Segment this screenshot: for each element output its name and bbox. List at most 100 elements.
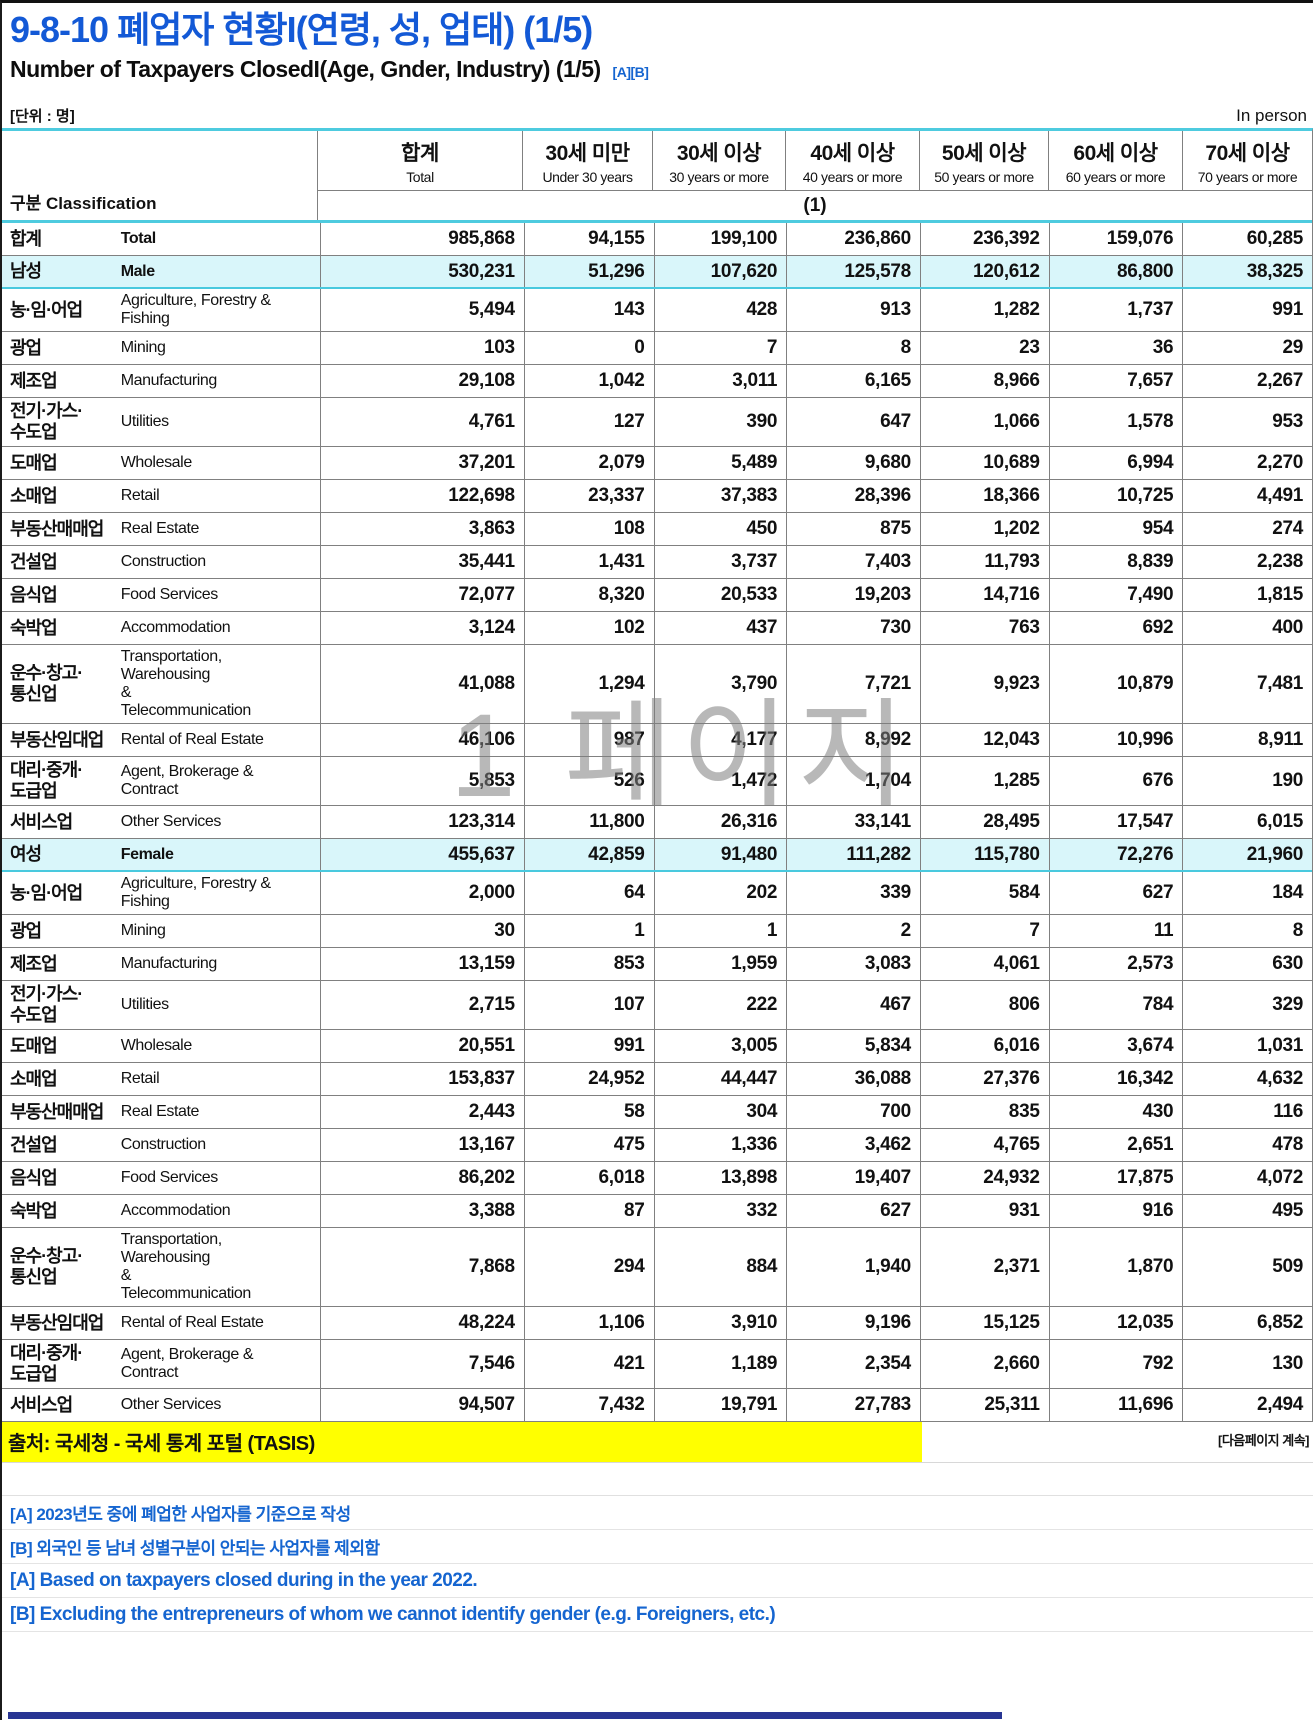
value-cell: 2,267 xyxy=(1182,365,1312,397)
row-label-english: Transportation, Warehousing & Telecommun… xyxy=(120,1231,252,1302)
value-cell: 25,311 xyxy=(919,1389,1049,1421)
row-label-korean: 광업 xyxy=(10,920,42,941)
value-cell: 630 xyxy=(1182,948,1312,980)
row-label-korean: 부동산매매업 xyxy=(10,518,104,539)
value-cell: 8,320 xyxy=(523,579,654,611)
value-cell: 931 xyxy=(919,1195,1049,1227)
row-label-english: Food Services xyxy=(120,1169,218,1186)
value-cell: 13,159 xyxy=(320,948,524,980)
value-cell: 1,202 xyxy=(919,513,1049,545)
row-label-english: Wholesale xyxy=(120,454,193,471)
value-cell: 7,490 xyxy=(1048,579,1183,611)
value-cell: 86,202 xyxy=(320,1162,524,1194)
value-cell: 35,441 xyxy=(320,546,524,578)
value-cell: 42,859 xyxy=(523,839,654,870)
table-row: 건설업 Construction 35,441 1,431 3,737 7,403 11,7… xyxy=(2,546,1312,579)
page-title-korean: 9-8-10 폐업자 현황I(연령, 성, 업태) (1/5) xyxy=(10,9,593,50)
row-label-english: Utilities xyxy=(120,413,169,430)
value-cell: 27,783 xyxy=(786,1389,920,1421)
value-cell: 2,443 xyxy=(320,1096,524,1128)
row-label-korean: 숙박업 xyxy=(10,617,58,638)
value-cell: 12,043 xyxy=(919,724,1049,756)
unit-row: [단위 : 명] In person xyxy=(2,105,1313,128)
value-cell: 1,285 xyxy=(919,757,1049,805)
value-cell: 916 xyxy=(1048,1195,1183,1227)
value-cell: 2,573 xyxy=(1048,948,1183,980)
value-cell: 46,106 xyxy=(320,724,524,756)
row-label-korean: 도매업 xyxy=(10,452,58,473)
value-cell: 8,911 xyxy=(1182,724,1312,756)
value-cell: 27,376 xyxy=(919,1063,1049,1095)
page-title-english: Number of Taxpayers ClosedI(Age, Gnder, … xyxy=(10,56,1313,83)
unit-label-english: In person xyxy=(1236,106,1307,125)
row-label-korean: 농·임·어업 xyxy=(10,299,83,320)
value-cell: 58 xyxy=(523,1096,654,1128)
footnotes: [A] 2023년도 중에 폐업한 사업자를 기준으로 작성 [B] 외국인 등 … xyxy=(2,1496,1313,1632)
value-cell: 2,270 xyxy=(1182,447,1312,479)
column-header-english: 40 years or more xyxy=(802,169,903,185)
column-group-note: (1) xyxy=(803,195,827,216)
value-cell: 430 xyxy=(1048,1096,1183,1128)
value-cell: 7,868 xyxy=(320,1228,524,1306)
value-cell: 199,100 xyxy=(653,223,787,255)
row-label-english: Construction xyxy=(120,1136,206,1153)
value-cell: 9,680 xyxy=(786,447,920,479)
table-row: 광업 Mining 103 0 7 8 23 36 29 xyxy=(2,332,1312,365)
value-cell: 102 xyxy=(523,612,654,644)
value-cell: 985,868 xyxy=(320,223,524,255)
table-body: 합계 Total 985,868 94,155 199,100 236,860 236,39… xyxy=(2,223,1312,1422)
value-cell: 36 xyxy=(1048,332,1183,364)
table-row: 운수·창고· 통신업 Transportation, Warehousing & … xyxy=(2,645,1312,724)
value-cell: 86,800 xyxy=(1048,256,1183,287)
value-cell: 6,165 xyxy=(786,365,920,397)
table-row: 도매업 Wholesale 20,551 991 3,005 5,834 6,016 3,67… xyxy=(2,1030,1312,1063)
value-cell: 2,651 xyxy=(1048,1129,1183,1161)
table-row: 농·임·어업 Agriculture, Forestry & Fishing 5,4… xyxy=(2,289,1312,332)
value-cell: 4,765 xyxy=(919,1129,1049,1161)
value-cell: 143 xyxy=(523,289,654,331)
value-cell: 6,994 xyxy=(1048,447,1183,479)
value-cell: 700 xyxy=(786,1096,920,1128)
value-cell: 91,480 xyxy=(653,839,787,870)
source-label: 출처: 국세청 - 국세 통계 포털 (TASIS) xyxy=(2,1422,922,1462)
value-cell: 987 xyxy=(523,724,654,756)
value-cell: 4,072 xyxy=(1182,1162,1312,1194)
table-row: 전기·가스· 수도업 Utilities 4,761 127 390 647 1,066 1,… xyxy=(2,398,1312,447)
value-cell: 294 xyxy=(523,1228,654,1306)
value-cell: 17,547 xyxy=(1048,806,1183,838)
value-cell: 184 xyxy=(1182,872,1312,914)
value-cell: 1,431 xyxy=(523,546,654,578)
value-cell: 1,472 xyxy=(653,757,787,805)
row-label-english: Real Estate xyxy=(120,1103,200,1120)
value-cell: 953 xyxy=(1182,398,1312,446)
table-row: 대리·중개· 도급업 Agent, Brokerage & Contract 7,5… xyxy=(2,1340,1312,1389)
value-cell: 339 xyxy=(786,872,920,914)
table-row: 도매업 Wholesale 37,201 2,079 5,489 9,680 10,689 6… xyxy=(2,447,1312,480)
value-cell: 23,337 xyxy=(523,480,654,512)
value-cell: 467 xyxy=(786,981,920,1029)
row-label-korean: 소매업 xyxy=(10,485,58,506)
value-cell: 1,815 xyxy=(1182,579,1312,611)
value-cell: 455,637 xyxy=(320,839,524,870)
row-label-english: Transportation, Warehousing & Telecommun… xyxy=(120,648,252,719)
title-block: 9-8-10 폐업자 현황I(연령, 성, 업태) (1/5) Number o… xyxy=(2,3,1313,83)
value-cell: 1,704 xyxy=(786,757,920,805)
value-cell: 16,342 xyxy=(1048,1063,1183,1095)
value-cell: 7,481 xyxy=(1182,645,1312,723)
table-row: 농·임·어업 Agriculture, Forestry & Fishing 2,0… xyxy=(2,872,1312,915)
value-cell: 3,674 xyxy=(1048,1030,1183,1062)
column-header-english: Under 30 years xyxy=(542,169,633,185)
column-header-korean: 50세 이상 xyxy=(941,142,1027,165)
value-cell: 5,853 xyxy=(320,757,524,805)
value-cell: 495 xyxy=(1182,1195,1312,1227)
row-label-english: Male xyxy=(120,262,155,280)
value-cell: 526 xyxy=(523,757,654,805)
row-label-english: Retail xyxy=(120,487,160,504)
value-cell: 11 xyxy=(1048,915,1183,947)
row-label-korean: 농·임·어업 xyxy=(10,882,83,903)
table-row: 여성 Female 455,637 42,859 91,480 111,282 115,78… xyxy=(2,839,1312,872)
value-cell: 763 xyxy=(919,612,1049,644)
value-cell: 12,035 xyxy=(1048,1307,1183,1339)
value-cell: 7 xyxy=(919,915,1049,947)
value-cell: 222 xyxy=(653,981,787,1029)
